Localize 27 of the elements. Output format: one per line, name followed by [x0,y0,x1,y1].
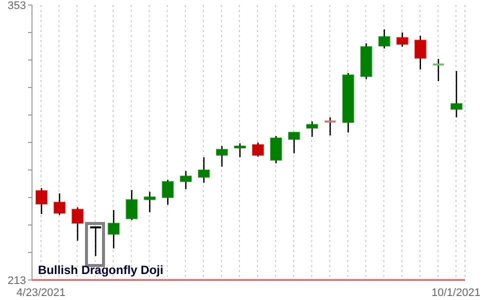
candlestick [162,179,174,206]
candlestick [450,70,462,118]
candlestick [126,189,138,221]
candlestick [108,209,120,250]
candlestick [54,192,66,216]
candlestick [216,145,228,168]
candlestick [414,35,426,70]
y-tick-label: 213 [8,274,26,287]
candlestick [234,142,246,158]
candlestick [252,142,264,158]
candlestick [72,206,84,242]
annotation: Bullish Dragonfly Doji [38,263,164,277]
candlestick [89,226,102,257]
x-tick-label: 4/23/2021 [16,286,66,299]
candlestick [288,132,300,154]
candlestick [432,58,445,82]
candlestick [378,28,390,50]
x-tick-label: 10/1/2021 [432,286,480,299]
candlestick [144,191,156,213]
candlestick [36,187,48,215]
candlestick [180,170,192,190]
y-tick-label: 353 [8,0,26,12]
candlestick [396,32,408,48]
candlestick [198,156,210,184]
candlestick [324,116,337,136]
candlestick [270,135,282,164]
candlestick [306,120,318,138]
